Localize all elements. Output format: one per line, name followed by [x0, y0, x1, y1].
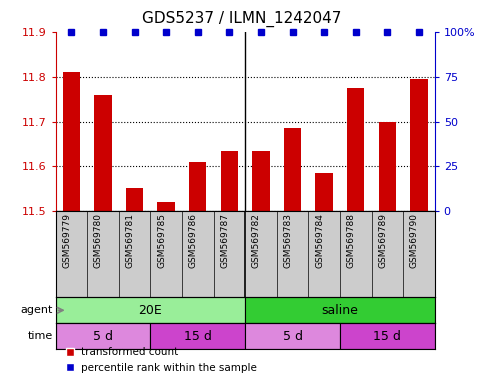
Text: GSM569785: GSM569785 — [157, 214, 166, 268]
Bar — [126, 189, 143, 211]
Bar — [410, 79, 427, 211]
Text: GSM569782: GSM569782 — [252, 214, 261, 268]
Bar — [157, 202, 175, 211]
Text: saline: saline — [322, 304, 358, 317]
Bar — [340, 323, 435, 349]
Text: 5 d: 5 d — [93, 330, 113, 343]
Bar — [221, 151, 238, 211]
Text: GSM569779: GSM569779 — [62, 214, 71, 268]
Text: GSM569786: GSM569786 — [189, 214, 198, 268]
Legend: transformed count, percentile rank within the sample: transformed count, percentile rank withi… — [61, 343, 261, 377]
Text: GSM569781: GSM569781 — [126, 214, 135, 268]
Text: 5 d: 5 d — [283, 330, 302, 343]
Text: GSM569788: GSM569788 — [347, 214, 355, 268]
Bar — [94, 95, 112, 211]
Bar — [284, 128, 301, 211]
Bar — [56, 323, 150, 349]
Text: GSM569780: GSM569780 — [94, 214, 103, 268]
Text: GSM569790: GSM569790 — [410, 214, 419, 268]
Bar — [245, 297, 435, 323]
Bar — [150, 323, 245, 349]
Text: 20E: 20E — [139, 304, 162, 317]
Bar — [56, 297, 245, 323]
Text: agent: agent — [21, 305, 53, 315]
Bar — [315, 173, 333, 211]
Text: GDS5237 / ILMN_1242047: GDS5237 / ILMN_1242047 — [142, 10, 341, 26]
Text: GSM569783: GSM569783 — [284, 214, 293, 268]
Bar — [347, 88, 364, 211]
Bar — [63, 73, 80, 211]
Bar — [189, 162, 206, 211]
Bar — [379, 122, 396, 211]
Text: GSM569787: GSM569787 — [220, 214, 229, 268]
Bar — [245, 323, 340, 349]
Text: time: time — [28, 331, 53, 341]
Text: GSM569784: GSM569784 — [315, 214, 324, 268]
Bar — [252, 151, 270, 211]
Text: 15 d: 15 d — [184, 330, 212, 343]
Text: 15 d: 15 d — [373, 330, 401, 343]
Text: GSM569789: GSM569789 — [378, 214, 387, 268]
